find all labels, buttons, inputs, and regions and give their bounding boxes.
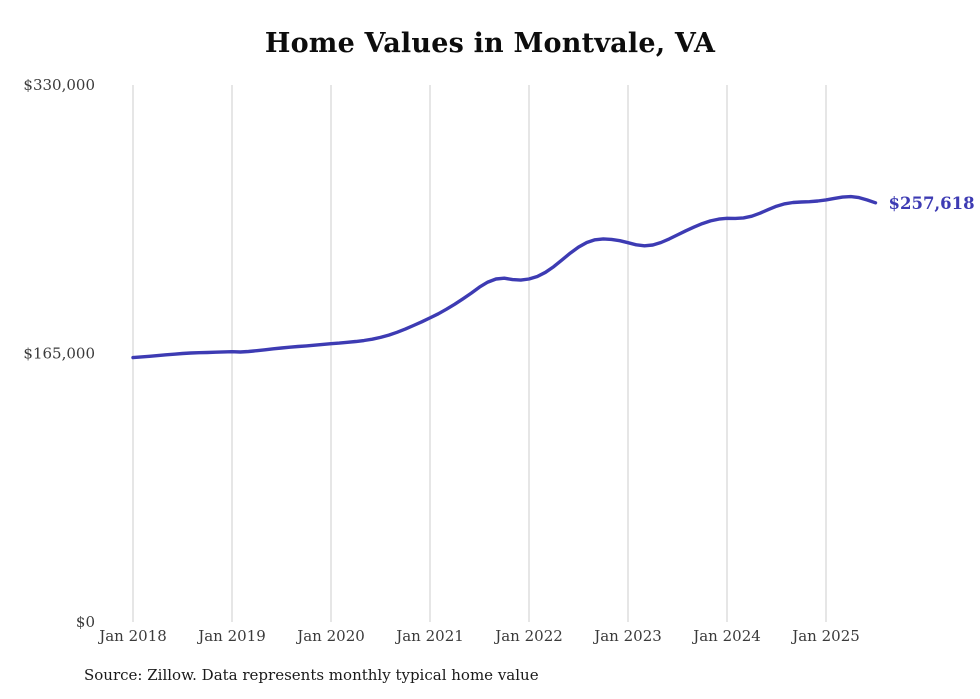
x-tick-label: Jan 2024: [691, 627, 761, 645]
x-tick-label: Jan 2023: [592, 627, 662, 645]
y-tick-label: $165,000: [23, 345, 95, 363]
x-tick-label: Jan 2025: [790, 627, 860, 645]
y-tick-label: $0: [76, 613, 95, 631]
chart-title: Home Values in Montvale, VA: [264, 28, 716, 59]
x-tick-label: Jan 2018: [97, 627, 167, 645]
x-tick-label: Jan 2020: [295, 627, 365, 645]
home-value-line: [131, 194, 878, 360]
y-tick-label: $330,000: [23, 76, 95, 94]
x-tick-label: Jan 2019: [196, 627, 266, 645]
end-value-label: $257,618: [889, 194, 975, 213]
x-tick-label: Jan 2022: [493, 627, 563, 645]
source-note: Source: Zillow. Data represents monthly …: [84, 666, 539, 684]
x-tick-label: Jan 2021: [394, 627, 464, 645]
